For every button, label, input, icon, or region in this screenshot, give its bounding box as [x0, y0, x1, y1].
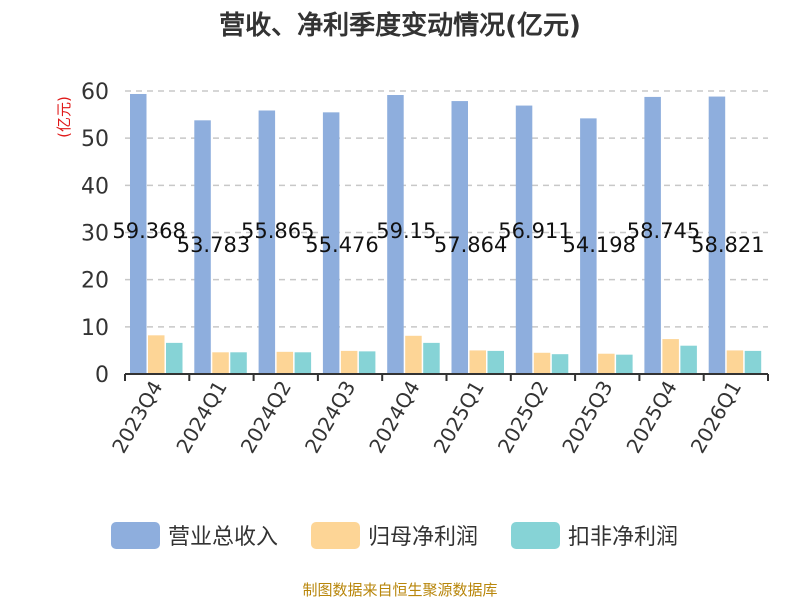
bar: [230, 352, 247, 374]
bar: [166, 342, 183, 374]
x-axis: [124, 373, 769, 381]
bar: [294, 352, 312, 374]
bar: [616, 354, 633, 374]
gridlines: [125, 90, 768, 328]
legend-swatch: [311, 522, 360, 549]
x-tick-label: 2024Q1: [171, 377, 231, 458]
x-tick-label: 2025Q2: [493, 377, 553, 458]
data-label: 59.368: [112, 219, 185, 243]
y-tick-label: 0: [95, 363, 109, 388]
x-axis-ticks: 2023Q4 2024Q1 2024Q2 2024Q3 2024Q4 2025Q1 2025…: [107, 377, 746, 458]
legend: 营业总收入 归母净利润 扣非净利润: [111, 522, 678, 550]
bar: [212, 352, 229, 374]
bar: [423, 342, 440, 374]
x-tick-label: 2024Q2: [236, 377, 296, 458]
x-tick-label: 2025Q1: [429, 377, 489, 458]
y-tick-label: 50: [81, 127, 109, 152]
source-note: 制图数据来自恒生聚源数据库: [302, 581, 497, 599]
y-axis-ticks: 0 10 20 30 40 50 60: [81, 80, 109, 388]
bar: [130, 93, 147, 375]
data-labels: 59.36853.78355.86555.47659.1557.86456.91…: [112, 219, 764, 257]
y-tick-label: 40: [81, 174, 109, 199]
x-tick-label: 2024Q4: [364, 377, 424, 458]
bar: [551, 354, 569, 374]
data-label: 53.783: [177, 233, 250, 257]
bar: [487, 350, 504, 374]
bar: [726, 350, 744, 374]
legend-swatch: [511, 522, 560, 549]
x-tick-label: 2026Q1: [686, 377, 746, 458]
bar: [662, 339, 679, 374]
chart-title: 营收、净利季度变动情况(亿元): [219, 10, 581, 41]
bars: [130, 93, 762, 375]
data-label: 58.745: [627, 219, 700, 243]
y-axis-label: (亿元): [55, 96, 73, 138]
y-tick-label: 60: [81, 80, 109, 105]
bar: [680, 345, 697, 374]
bar: [258, 110, 276, 374]
bar: [644, 96, 661, 374]
bar: [451, 101, 468, 374]
bar: [340, 350, 358, 374]
bar: [580, 118, 597, 375]
x-tick-label: 2024Q3: [300, 377, 360, 458]
data-label: 54.198: [563, 233, 636, 257]
data-label: 55.476: [305, 233, 378, 257]
bar: [148, 335, 165, 374]
bar: [708, 96, 726, 375]
legend-label: 扣非净利润: [568, 525, 678, 550]
x-tick-label: 2025Q4: [621, 377, 681, 458]
bar: [194, 120, 211, 374]
bar: [598, 353, 615, 374]
bar: [322, 112, 340, 375]
x-tick-label: 2025Q3: [557, 377, 617, 458]
data-label: 56.911: [498, 219, 571, 243]
bar: [515, 105, 533, 374]
x-tick-label: 2023Q4: [107, 377, 167, 458]
data-label: 59.15: [376, 219, 436, 243]
bar: [276, 351, 294, 374]
legend-label: 归母净利润: [368, 525, 478, 550]
bar: [387, 95, 404, 375]
y-tick-label: 30: [81, 222, 109, 247]
bar: [358, 351, 376, 374]
y-tick-label: 10: [81, 316, 109, 341]
bar: [744, 350, 762, 374]
data-label: 57.864: [434, 233, 507, 257]
bar: [533, 352, 551, 374]
data-label: 58.821: [691, 233, 764, 257]
bar: [405, 335, 422, 374]
bar: [469, 350, 486, 374]
legend-swatch: [111, 522, 160, 549]
legend-label: 营业总收入: [168, 525, 278, 550]
data-label: 55.865: [241, 219, 314, 243]
y-tick-label: 20: [81, 269, 109, 294]
